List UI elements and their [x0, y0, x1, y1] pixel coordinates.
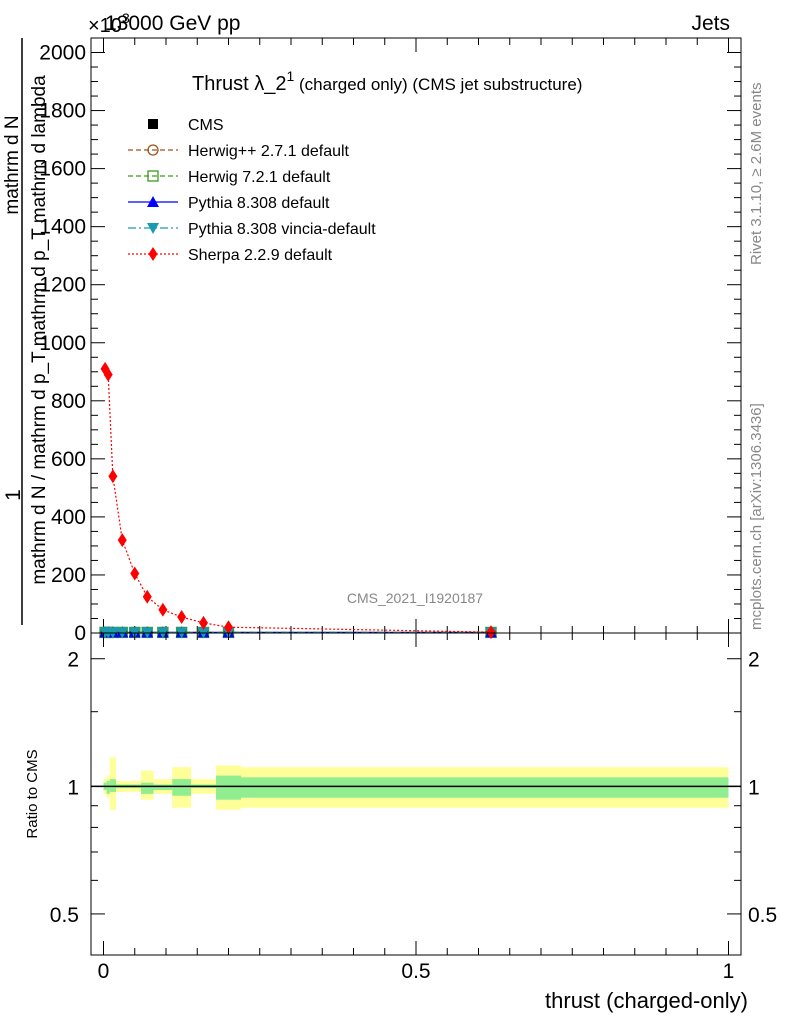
legend-entry: Pythia 8.308 default: [128, 195, 330, 212]
ratio-band-inner: [153, 784, 173, 791]
ratio-y-ticks: 0.5 0.5 1 1 2 2: [50, 649, 777, 927]
ratio-x-ticks: 0 0.5 1: [98, 633, 735, 983]
main-x-ticks: [103, 38, 729, 633]
chart-title: Thrust λ_21 (charged only) (CMS jet subs…: [192, 68, 582, 95]
main-y-tick-label: 800: [51, 390, 86, 413]
ratio-y-tick-label: 2: [67, 649, 79, 672]
legend-marker: [147, 144, 159, 156]
x-tick-label: 0: [98, 960, 110, 983]
header-jets: Jets: [691, 12, 730, 35]
ylabel-one: 1: [2, 489, 25, 501]
data-point: [108, 469, 118, 484]
legend-entry: CMS: [148, 117, 224, 134]
analysis-label: CMS_2021_I1920187: [347, 590, 483, 606]
legend: CMS Herwig++ 2.7.1 default Herwig 7.2.1 de…: [128, 117, 376, 264]
data-point: [199, 615, 208, 630]
data-point: [117, 533, 127, 548]
data-point: [224, 620, 233, 635]
main-y-tick-label: 1200: [39, 274, 86, 297]
data-point: [158, 602, 168, 617]
ylabel-denominator: mathrm d N / mathrm d p_T mathrm d p_T m…: [29, 75, 50, 585]
ratio-y-tick-label: 0.5: [50, 904, 79, 927]
legend-label: Herwig++ 2.7.1 default: [188, 143, 350, 160]
header-multiplier: ×103: [88, 10, 130, 37]
series-layer: [99, 361, 497, 640]
ratio-band-inner: [109, 779, 116, 792]
legend-label: Pythia 8.308 vincia-default: [188, 221, 376, 238]
ratio-band-inner: [216, 775, 241, 800]
ratio-y-axis-label: Ratio to CMS: [24, 749, 41, 838]
ratio-bands: [103, 757, 729, 810]
ratio-y-tick-label-right: 2: [748, 649, 760, 672]
main-y-tick-label: 400: [51, 506, 86, 529]
main-y-tick-label: 0: [74, 622, 86, 645]
legend-marker: [148, 247, 158, 261]
rivet-label: Rivet 3.1.10, ≥ 2.6M events: [748, 83, 765, 266]
legend-marker: [147, 223, 159, 234]
data-point: [130, 566, 140, 581]
x-tick-label: 0.5: [401, 960, 430, 983]
main-y-tick-label: 1600: [39, 158, 86, 181]
ratio-band-inner: [241, 777, 729, 798]
data-point: [103, 367, 113, 382]
ratio-band-inner: [172, 779, 191, 796]
legend-marker: [148, 119, 158, 129]
data-point: [486, 625, 496, 640]
main-y-tick-label: 200: [51, 564, 86, 587]
x-tick-label: 1: [723, 960, 735, 983]
series-sherpa-2-2-9-default: [100, 361, 496, 640]
legend-marker: [147, 170, 159, 182]
data-point: [142, 589, 152, 604]
legend-entry: Herwig 7.2.1 default: [128, 169, 331, 186]
main-y-axis-label: 1 mathrm d N mathrm d N / mathrm d p_T m…: [2, 38, 50, 625]
ratio-y-tick-label: 1: [67, 776, 79, 799]
mcplots-label: mcplots.cern.ch [arXiv:1306.3436]: [748, 403, 765, 630]
legend-entry: Sherpa 2.2.9 default: [128, 247, 333, 264]
main-y-ticks: 0 200 400 600 800 1000 1200 1400 1600 1800 2000: [39, 42, 741, 645]
data-point: [177, 610, 187, 625]
ratio-band-inner: [141, 782, 154, 794]
main-panel: 0 200 400 600 800 1000 1200 1400 1600 1800 2000 Th…: [39, 37, 742, 645]
ratio-y-tick-label-right: 1: [748, 776, 760, 799]
legend-entry: Pythia 8.308 vincia-default: [128, 221, 376, 238]
x-axis-label: thrust (charged-only): [545, 988, 748, 1013]
main-y-tick-label: 1400: [39, 216, 86, 239]
ratio-panel: 0.5 0.51 12 2 0 0.5 1 Ratio to CMS thrust (ch…: [24, 632, 777, 1013]
legend-label: Pythia 8.308 default: [188, 195, 330, 212]
legend-label: CMS: [188, 117, 224, 134]
ratio-band-inner: [106, 780, 110, 794]
legend-entry: Herwig++ 2.7.1 default: [128, 143, 350, 160]
ratio-y-tick-label-right: 0.5: [748, 904, 777, 927]
header-process: 13000 GeV pp: [105, 12, 240, 35]
main-y-tick-label: 1000: [39, 332, 86, 355]
legend-marker: [147, 196, 159, 207]
legend-label: Herwig 7.2.1 default: [188, 169, 331, 186]
main-y-tick-label: 600: [51, 448, 86, 471]
main-y-tick-label: 1800: [39, 100, 86, 123]
main-y-tick-label: 2000: [39, 42, 86, 65]
legend-label: Sherpa 2.2.9 default: [188, 247, 333, 264]
ylabel-numerator: mathrm d N: [2, 115, 23, 214]
